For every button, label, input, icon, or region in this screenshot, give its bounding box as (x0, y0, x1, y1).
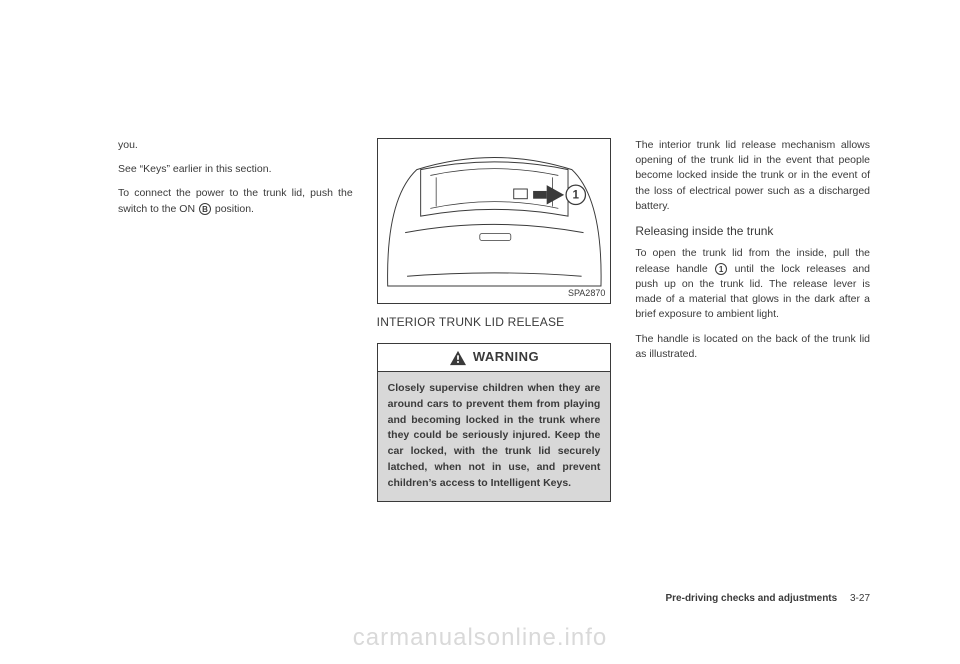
column-1: you. See “Keys” earlier in this section.… (118, 138, 353, 502)
body-text: See “Keys” earlier in this section. (118, 162, 353, 177)
warning-body: Closely supervise children when they are… (378, 372, 611, 501)
text-fragment: position. (212, 203, 254, 215)
column-3: The interior trunk lid release mechanism… (635, 138, 870, 502)
column-layout: you. See “Keys” earlier in this section.… (118, 138, 870, 502)
body-text: The interior trunk lid release mechanism… (635, 138, 870, 214)
body-text: The handle is located on the back of the… (635, 332, 870, 362)
reference-marker-b: B (199, 203, 211, 215)
warning-header: WARNING (378, 344, 611, 372)
figure-label: SPA2870 (568, 287, 605, 300)
body-text: you. (118, 138, 353, 153)
warning-title: WARNING (473, 348, 539, 367)
warning-triangle-icon (449, 350, 467, 366)
warning-box: WARNING Closely supervise children when … (377, 343, 612, 502)
trunk-figure: 1 SPA2870 (377, 138, 612, 304)
subheading: Releasing inside the trunk (635, 223, 870, 240)
manual-page: you. See “Keys” earlier in this section.… (0, 0, 960, 664)
trunk-illustration: 1 (378, 139, 611, 303)
body-text: To open the trunk lid from the inside, p… (635, 246, 870, 322)
watermark: carmanualsonline.info (0, 624, 960, 652)
callout-arrow-icon (533, 185, 564, 204)
callout-number: 1 (572, 189, 579, 202)
page-footer: Pre-driving checks and adjustments 3-27 (665, 593, 870, 604)
section-title: INTERIOR TRUNK LID RELEASE (377, 314, 612, 331)
reference-marker-1: 1 (715, 263, 727, 275)
column-2: 1 SPA2870 INTERIOR TRUNK LID RELEASE WAR… (377, 138, 612, 502)
body-text: To connect the power to the trunk lid, p… (118, 186, 353, 216)
footer-section: Pre-driving checks and adjustments (665, 593, 837, 604)
page-number: 3-27 (850, 593, 870, 604)
